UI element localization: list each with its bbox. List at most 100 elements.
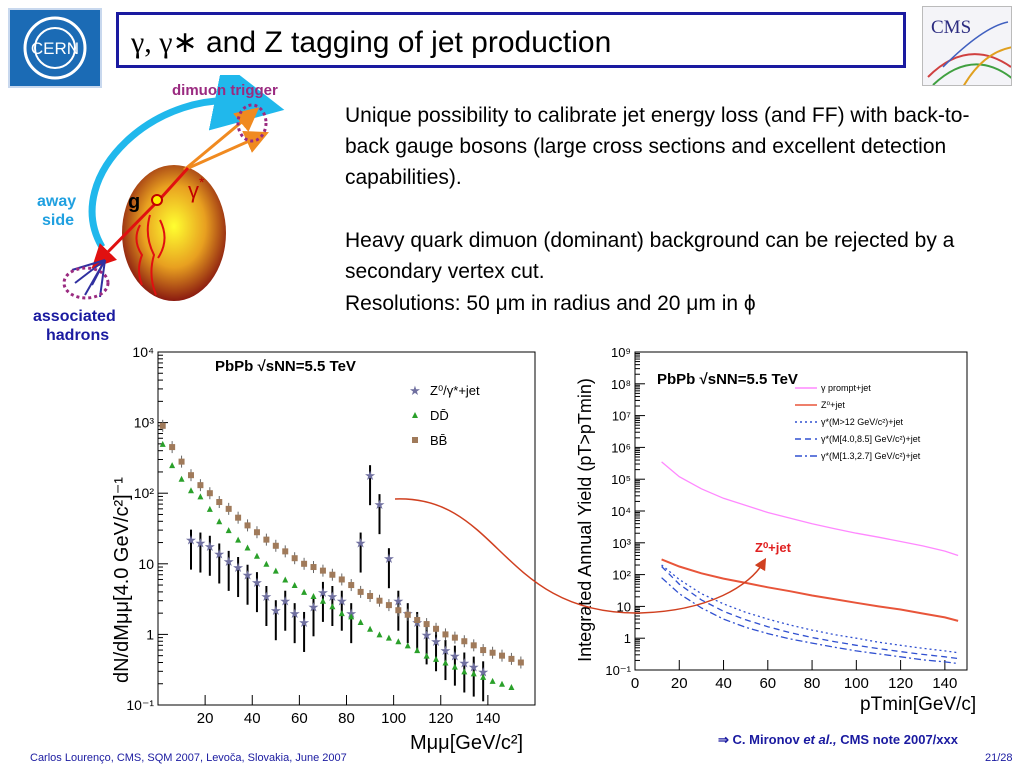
left-point-z-gamma: ★ [279,594,291,609]
left-point-bb [367,592,374,599]
left-point-dd [348,613,355,620]
left-y-tick-label: 10³ [134,415,155,431]
left-point-dd [282,576,289,583]
left-point-dd [272,567,279,574]
left-point-bb [348,582,355,589]
right-x-tick-label: 100 [844,675,869,692]
title-greek: γ, γ∗ [131,26,198,59]
integrated-yield-chart: 10⁻¹ 1 10 10² 10³ 10⁴ 10⁵ 10⁶ 10⁷ 10⁸ 10⁹ 0 20 40 60 80… [565,340,985,720]
left-point-bb [244,522,251,529]
left-point-z-gamma: ★ [449,649,461,664]
left-point-z-gamma: ★ [477,664,489,679]
left-point-dd [470,670,477,677]
left-point-bb [263,536,270,543]
away-label: away [37,193,76,210]
left-legend-label: DD̄ [430,408,449,423]
left-point-dd [508,683,515,690]
left-legend-marker: ★ [409,383,421,398]
left-point-bb [357,588,364,595]
gamma-line [158,166,190,201]
connector-curve [394,498,767,614]
left-point-z-gamma: ★ [213,546,225,561]
right-legend-label: Z⁰+jet [821,400,845,410]
left-point-dd [499,680,506,687]
hadron-ellipse [62,266,110,300]
left-y-tick-label: 10⁻¹ [126,697,154,713]
left-point-dd [461,668,468,675]
left-point-bb [206,490,213,497]
left-point-bb [178,458,185,465]
right-chart-title: PbPb √sNN=5.5 TeV [657,371,798,388]
away-side-arc [88,75,285,249]
left-point-dd [385,634,392,641]
left-point-bb [395,607,402,614]
left-y-tick-label: 10 [138,556,154,572]
credit-arrow: ⇒ [718,732,729,747]
left-point-dd [178,475,185,482]
left-point-dd [433,655,440,662]
left-point-bb [423,621,430,628]
right-x-tick-label: 120 [888,675,913,692]
left-point-z-gamma: ★ [261,589,273,604]
left-point-dd [451,663,458,670]
left-chart-ylabel: dN/dMμμ[4.0 GeV/c²]⁻¹ [111,477,133,683]
left-point-dd [357,618,364,625]
left-point-bb [517,659,524,666]
left-point-z-gamma: ★ [364,468,376,483]
left-point-z-gamma: ★ [308,599,320,614]
left-point-dd [395,638,402,645]
left-point-bb [301,560,308,567]
left-y-tick-label: 10⁴ [132,344,154,360]
left-point-z-gamma: ★ [185,533,197,548]
paragraph-background: Heavy quark dimuon (dominant) background… [345,229,955,283]
right-x-tick-label: 20 [671,675,688,692]
left-y-tick-label: 1 [146,626,154,642]
left-point-bb [225,505,232,512]
right-series-line [661,461,959,557]
credit-author: C. Mironov [732,732,800,747]
dimuon-ellipse [236,103,268,143]
right-series-line [661,558,959,622]
left-point-dd [225,527,232,534]
left-point-bb [187,472,194,479]
muon-line-2 [183,130,269,172]
left-point-z-gamma: ★ [430,634,442,649]
left-point-dd [442,659,449,666]
side-label: side [42,212,74,229]
left-point-z-gamma: ★ [251,575,263,590]
cern-logo-text: CERN [31,39,79,58]
left-point-dd [216,518,223,525]
cms-logo: CMS [922,6,1012,86]
left-point-z-gamma: ★ [232,560,244,575]
left-point-bb [461,638,468,645]
title-box: γ, γ∗ and Z tagging of jet production [116,12,906,68]
left-point-dd [169,462,176,469]
vertex-burst [151,194,163,206]
hadron-jet [71,259,106,298]
right-x-tick-label: 80 [804,675,821,692]
right-y-tick-label: 10² [612,568,631,583]
left-point-dd [480,673,487,680]
left-point-bb [310,564,317,571]
left-chart-title: PbPb √sNN=5.5 TeV [215,358,356,375]
left-point-dd [414,647,421,654]
right-chart-xlabel: pTmin[GeV/c] [860,694,976,715]
left-point-dd [263,560,270,567]
left-point-bb [291,555,298,562]
left-legend-marker [412,412,418,418]
left-point-z-gamma: ★ [317,585,329,600]
left-point-bb [404,611,411,618]
left-x-tick-label: 100 [381,710,406,727]
left-point-z-gamma: ★ [242,568,254,583]
left-point-dd [187,487,194,494]
left-point-z-gamma: ★ [270,603,282,618]
left-point-bb [216,499,223,506]
dimuon-trigger-label: dimuon trigger [172,82,278,99]
cms-logo-text: CMS [931,17,972,38]
left-legend-label: Z⁰/γ*+jet [430,383,480,398]
associated-label: associated [33,308,116,325]
left-point-bb [489,649,496,656]
left-legend-label: BB̄ [430,433,447,448]
left-point-z-gamma: ★ [223,554,235,569]
left-point-bb [499,652,506,659]
